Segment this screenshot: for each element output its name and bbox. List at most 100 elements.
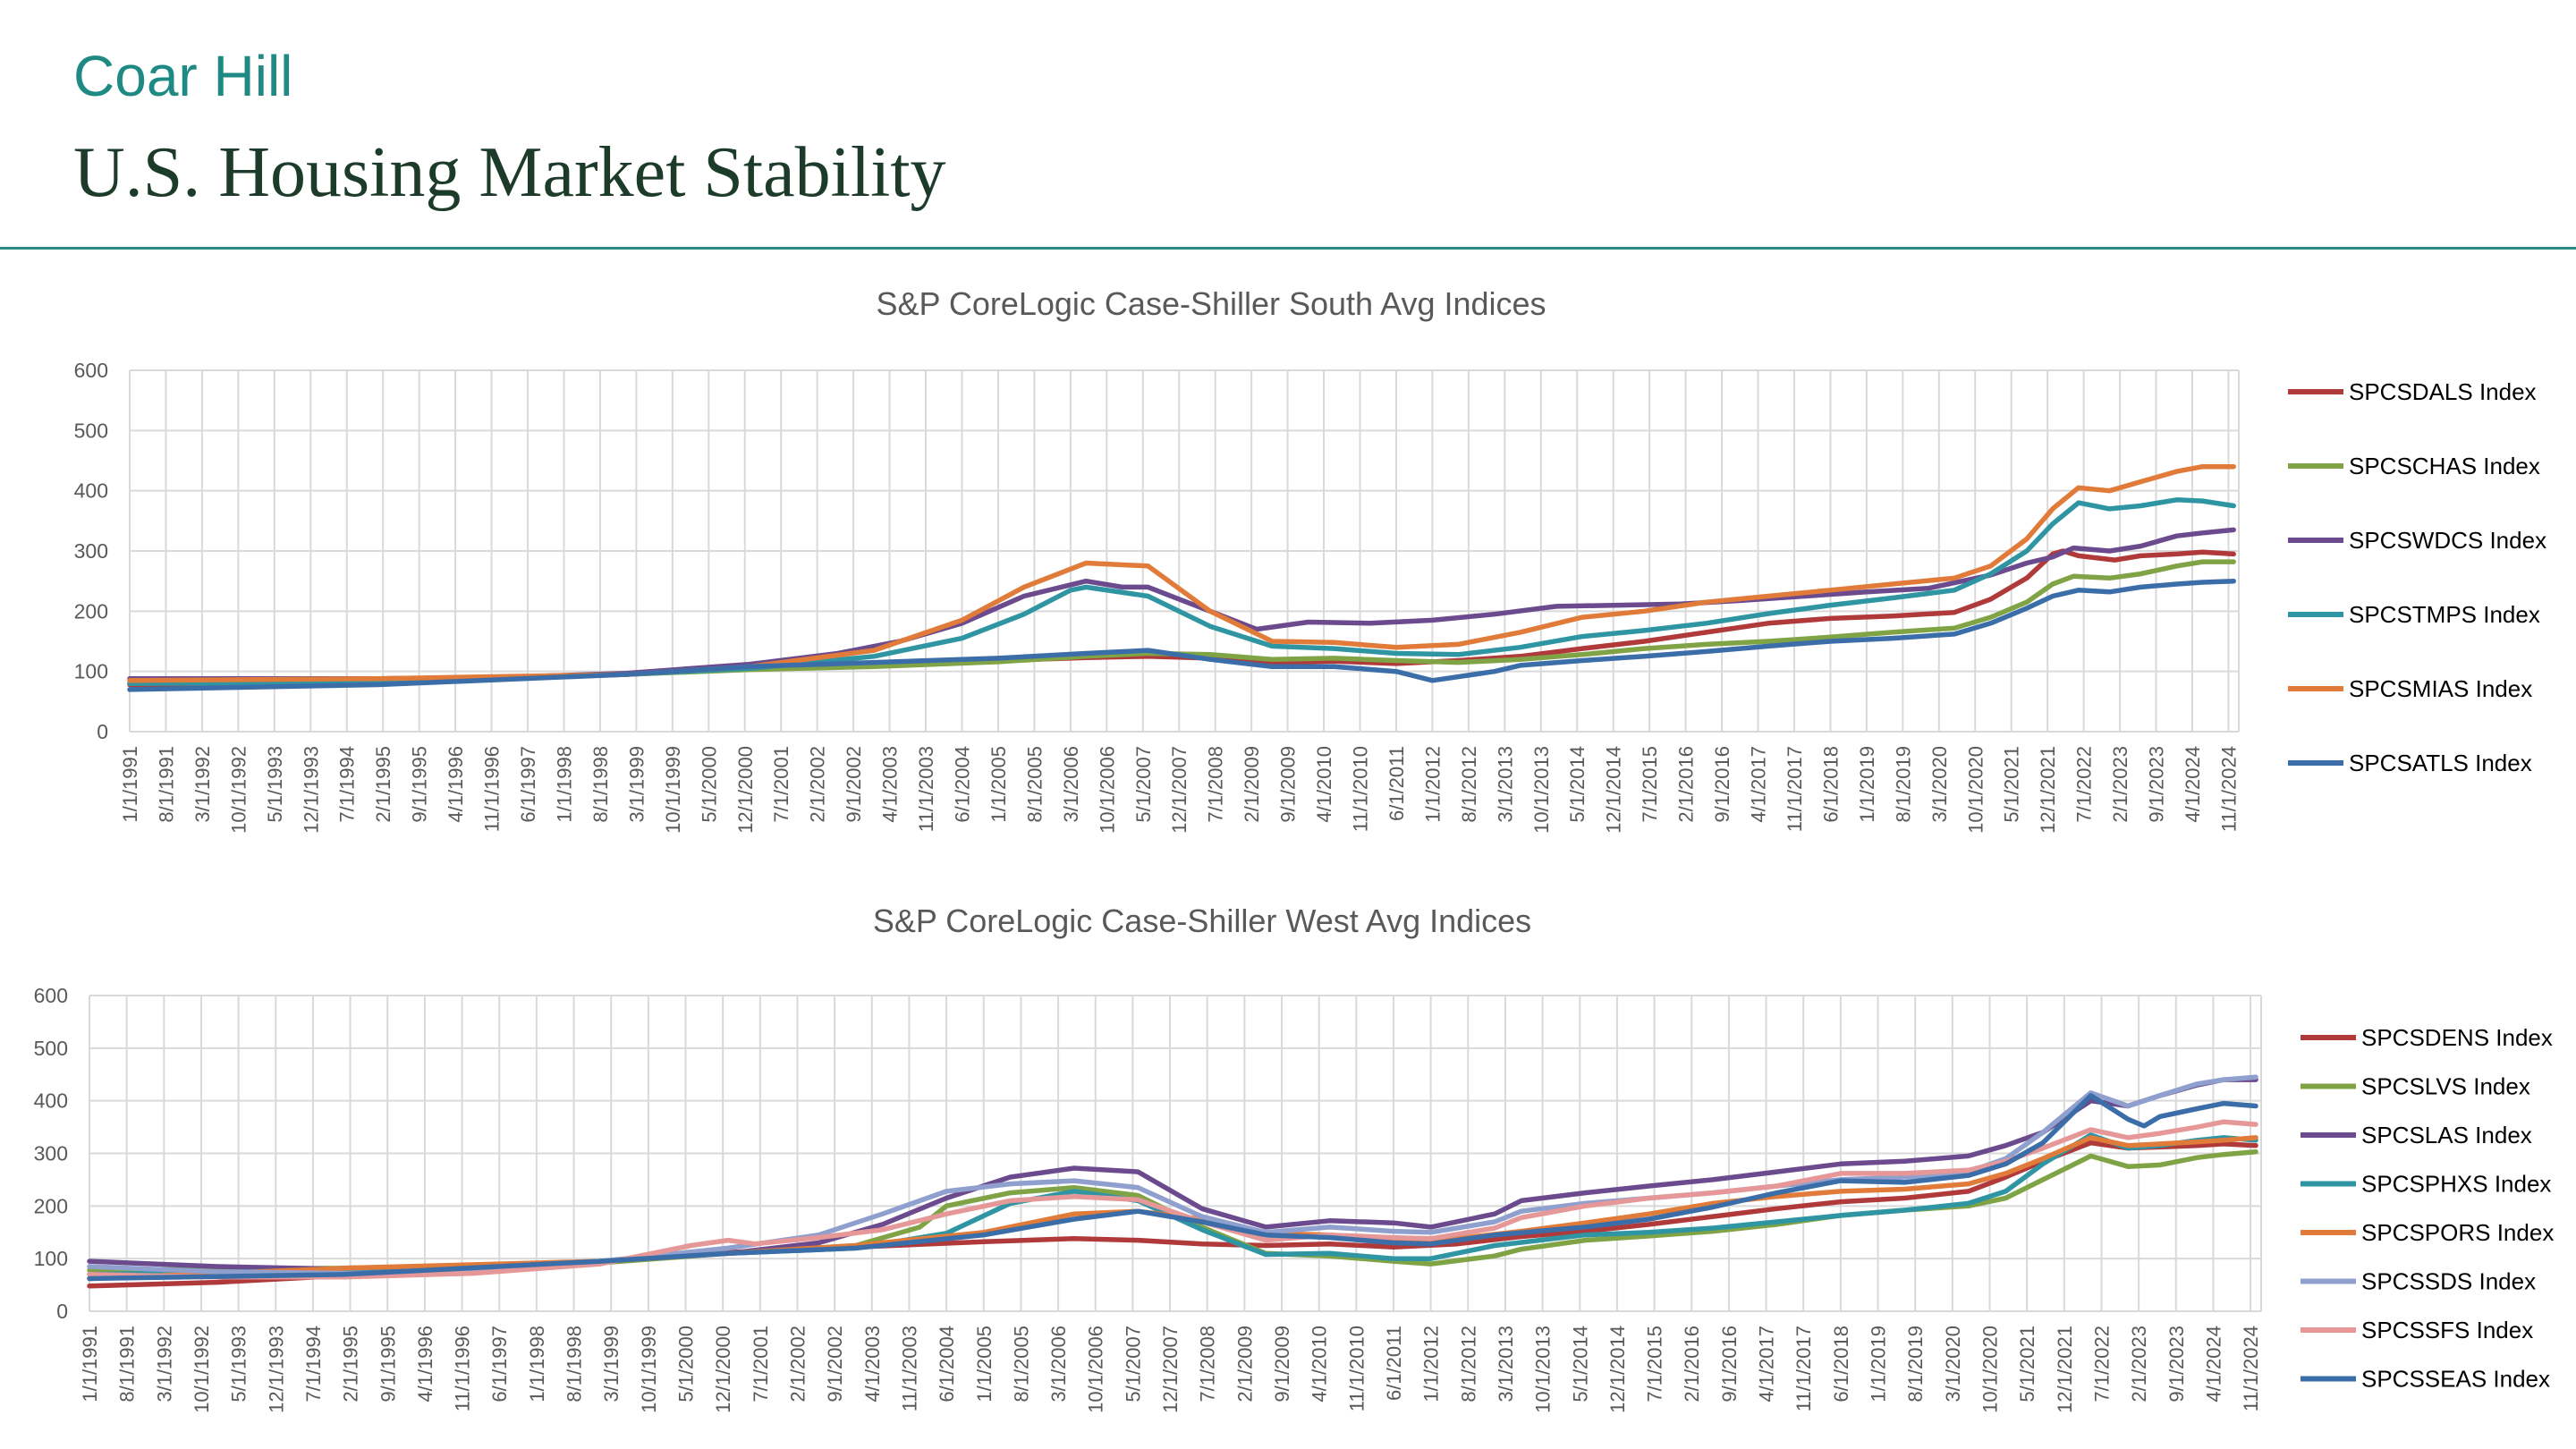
x-tick-label: 12/1/2021 [2054,1326,2076,1413]
south-chart: S&P CoreLogic Case-Shiller South Avg Ind… [74,285,2546,834]
legend-label: SPCSSEAS Index [2361,1366,2550,1393]
x-tick-label: 9/1/1995 [409,746,431,823]
legend-label: SPCSATLS Index [2349,750,2532,776]
x-tick-label: 11/1/2010 [1350,746,1372,832]
chart-title: S&P CoreLogic Case-Shiller West Avg Indi… [873,902,1531,939]
x-tick-label: 6/1/1997 [488,1326,511,1402]
series-line-spcsmias [127,463,2236,683]
x-tick-label: 7/1/2008 [1205,746,1227,823]
x-tick-label: 3/1/2020 [1942,1326,1964,1402]
x-tick-label: 9/1/2002 [843,746,865,823]
x-tick-label: 6/1/2004 [936,1326,958,1402]
x-tick-label: 12/1/2000 [734,746,757,834]
chart-title: S&P CoreLogic Case-Shiller South Avg Ind… [876,285,1546,322]
x-tick-label: 8/1/1998 [589,746,612,823]
x-tick-label: 1/1/1991 [79,1326,101,1402]
x-tick-label: 3/1/1992 [153,1326,175,1402]
legend-label: SPCSLAS Index [2361,1122,2532,1148]
x-tick-label: 10/1/2020 [1964,746,1987,834]
x-tick-label: 2/1/2023 [2109,746,2131,823]
legend-label: SPCSDENS Index [2361,1024,2553,1051]
x-tick-label: 10/1/2013 [1530,746,1553,834]
x-tick-label: 2/1/2016 [1681,1326,1703,1402]
x-tick-label: 5/1/2007 [1122,1326,1144,1402]
legend-label: SPCSCHAS Index [2349,453,2540,479]
x-tick-label: 9/1/2023 [2165,1326,2188,1402]
y-tick-label: 400 [74,479,108,503]
y-tick-label: 500 [34,1037,68,1060]
x-tick-label: 10/1/1999 [638,1326,660,1413]
x-tick-label: 2/1/1995 [372,746,394,823]
x-tick-label: 12/1/2014 [1603,746,1625,834]
y-tick-label: 500 [74,419,108,442]
x-tick-label: 4/1/2010 [1313,746,1335,823]
x-tick-label: 4/1/2010 [1309,1326,1331,1402]
x-tick-label: 4/1/2024 [2202,1326,2224,1402]
x-tick-label: 2/1/2009 [1233,1326,1256,1402]
x-tick-label: 11/1/2024 [2217,746,2240,832]
x-tick-label: 12/1/1993 [300,746,322,834]
y-tick-label: 300 [74,539,108,563]
x-tick-label: 1/1/2005 [973,1326,996,1402]
legend-label: SPCSDALS Index [2349,378,2537,405]
x-tick-label: 11/1/2017 [1784,746,1806,832]
x-tick-label: 7/1/2008 [1197,1326,1219,1402]
x-tick-label: 8/1/1991 [155,746,177,823]
series-line-spcswdcs [127,527,2236,682]
x-tick-label: 4/1/1996 [414,1326,436,1402]
header-divider [0,247,2576,250]
series-line-spcsseas [87,1093,2258,1282]
x-tick-label: 12/1/2000 [712,1326,734,1413]
y-tick-label: 0 [56,1300,68,1323]
x-tick-label: 7/1/2022 [2090,1326,2113,1402]
y-tick-label: 100 [74,660,108,683]
x-tick-label: 2/1/2009 [1241,746,1263,823]
x-tick-label: 9/1/2023 [2146,746,2168,823]
x-tick-label: 7/1/2015 [1639,746,1661,823]
x-tick-label: 1/1/1998 [526,1326,548,1402]
x-tick-label: 5/1/2000 [698,746,720,823]
x-tick-label: 10/1/2006 [1096,746,1118,834]
x-tick-label: 9/1/2016 [1711,746,1733,823]
x-tick-label: 5/1/2021 [2001,746,2023,823]
series-line-spcschas [127,559,2236,686]
x-tick-label: 3/1/2013 [1495,1326,1517,1402]
x-tick-label: 9/1/2009 [1271,1326,1293,1402]
series-line-spcstmps [127,497,2236,686]
x-tick-label: 3/1/1999 [625,746,648,823]
x-tick-label: 10/1/2006 [1085,1326,1107,1413]
page-title: U.S. Housing Market Stability [73,133,946,212]
x-tick-label: 3/1/2020 [1928,746,1951,823]
series-line-spcsdals [127,548,2236,688]
x-tick-label: 11/1/2017 [1792,1326,1815,1411]
x-tick-label: 1/1/2012 [1421,746,1444,823]
x-tick-label: 6/1/2018 [1819,746,1842,823]
x-tick-label: 2/1/2002 [786,1326,809,1402]
x-tick-label: 11/1/2003 [898,1326,920,1411]
y-tick-label: 600 [74,359,108,382]
x-tick-label: 3/1/2013 [1494,746,1516,823]
x-tick-label: 1/1/2005 [987,746,1010,823]
x-tick-label: 7/1/2022 [2073,746,2096,823]
y-tick-label: 300 [34,1142,68,1165]
x-tick-label: 5/1/2014 [1566,746,1589,823]
x-tick-label: 12/1/2021 [2037,746,2059,834]
y-tick-label: 600 [34,984,68,1007]
x-tick-label: 8/1/2012 [1458,746,1480,823]
x-tick-label: 8/1/2019 [1892,746,1914,823]
series-line-spcssfs [87,1119,2258,1280]
x-tick-label: 1/1/2019 [1856,746,1878,823]
x-tick-label: 2/1/2002 [807,746,829,823]
x-tick-label: 11/1/1996 [452,1326,474,1411]
x-tick-label: 3/1/1999 [600,1326,623,1402]
x-tick-label: 9/1/2016 [1718,1326,1741,1402]
x-tick-label: 1/1/1998 [553,746,575,823]
x-tick-label: 2/1/2023 [2128,1326,2150,1402]
x-tick-label: 10/1/2020 [1979,1326,2002,1413]
x-tick-label: 10/1/1992 [227,746,250,834]
legend-label: SPCSPORS Index [2361,1219,2554,1246]
legend-label: SPCSLVS Index [2361,1073,2530,1100]
x-tick-label: 4/1/2017 [1756,1326,1778,1402]
x-tick-label: 8/1/1991 [116,1326,139,1402]
series-line-spcsatls [127,578,2236,692]
